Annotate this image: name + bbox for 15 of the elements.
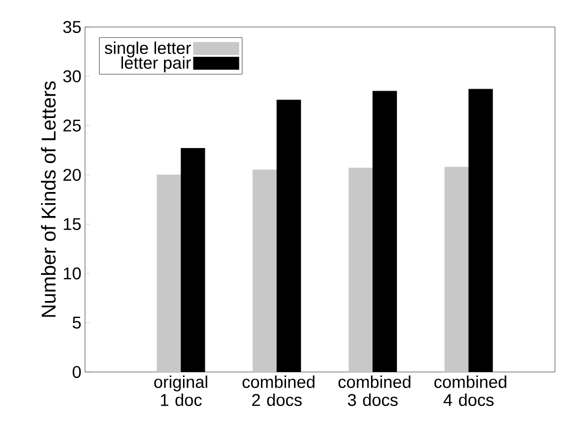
x-tick-label: combined 2 docs [242,376,314,406]
y-tick-label: 25 [63,120,81,132]
y-tick-label: 20 [63,168,81,181]
y-tick-label: 30 [63,70,81,82]
legend-label: single letter [104,42,191,58]
x-tick-label: original 1 doc [154,376,208,406]
y-axis-title: Number of Kinds of Letters [41,81,56,317]
y-tick-label: 15 [64,218,81,230]
y-tick-label: 0 [72,366,81,378]
x-tick-label: combined 3 docs [338,376,410,406]
y-tick-label: 10 [64,267,81,280]
x-tick-label: combined 4 docs [434,376,506,406]
legend-label: letter pair [122,56,191,72]
y-tick-label: 5 [72,316,81,329]
y-tick-label: 35 [63,20,81,34]
